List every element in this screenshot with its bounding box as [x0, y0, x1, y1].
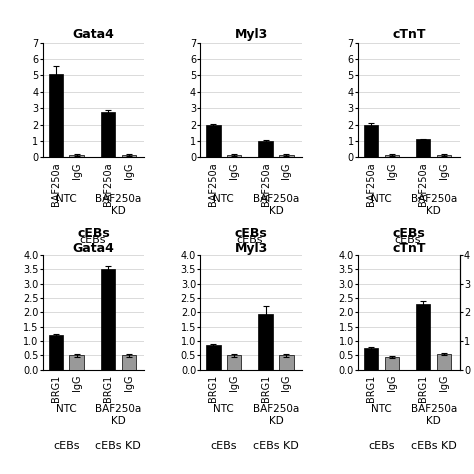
Bar	[206, 346, 220, 370]
Text: cEBs: cEBs	[368, 441, 395, 451]
Text: NTC: NTC	[213, 194, 234, 204]
Bar	[279, 356, 293, 370]
Text: NTC: NTC	[56, 194, 76, 204]
Bar	[227, 155, 241, 157]
Title: cEBs
Gata4: cEBs Gata4	[73, 227, 114, 255]
Title: cEBs
Myl3: cEBs Myl3	[235, 227, 268, 255]
Text: cEBs: cEBs	[394, 236, 421, 246]
Text: NTC: NTC	[213, 404, 234, 414]
Bar	[279, 155, 293, 157]
Bar	[48, 74, 63, 157]
Text: BAF250a
KD: BAF250a KD	[253, 404, 299, 426]
Text: cEBs KD: cEBs KD	[95, 441, 141, 451]
Text: cEBs: cEBs	[79, 236, 106, 246]
Text: BAF250a
KD: BAF250a KD	[253, 194, 299, 216]
Bar	[385, 357, 399, 370]
Text: BAF250a
KD: BAF250a KD	[410, 404, 457, 426]
Text: cEBs: cEBs	[237, 236, 263, 246]
Bar	[437, 155, 451, 157]
Bar	[48, 335, 63, 370]
Text: cEBs: cEBs	[210, 441, 237, 451]
Bar	[258, 314, 273, 370]
Text: BAF250a
KD: BAF250a KD	[410, 194, 457, 216]
Text: cEBs KD: cEBs KD	[411, 441, 456, 451]
Text: NTC: NTC	[56, 404, 76, 414]
Text: BAF250a
KD: BAF250a KD	[95, 404, 141, 426]
Bar	[416, 139, 430, 157]
Bar	[121, 356, 136, 370]
Bar	[69, 155, 84, 157]
Title: Myl3: Myl3	[235, 28, 268, 42]
Bar	[100, 269, 115, 370]
Text: NTC: NTC	[371, 404, 392, 414]
Title: Gata4: Gata4	[73, 28, 114, 42]
Text: cEBs KD: cEBs KD	[253, 441, 299, 451]
Bar	[437, 354, 451, 370]
Bar	[385, 155, 399, 157]
Bar	[69, 356, 84, 370]
Bar	[227, 356, 241, 370]
Text: NTC: NTC	[371, 194, 392, 204]
Bar	[364, 125, 378, 157]
Title: cTnT: cTnT	[392, 28, 426, 42]
Bar	[121, 155, 136, 157]
Bar	[258, 141, 273, 157]
Bar	[100, 112, 115, 157]
Bar	[206, 126, 220, 157]
Title: cEBs
cTnT: cEBs cTnT	[392, 227, 426, 255]
Bar	[416, 304, 430, 370]
Text: cEBs: cEBs	[53, 441, 79, 451]
Bar	[364, 348, 378, 370]
Text: BAF250a
KD: BAF250a KD	[95, 194, 141, 216]
